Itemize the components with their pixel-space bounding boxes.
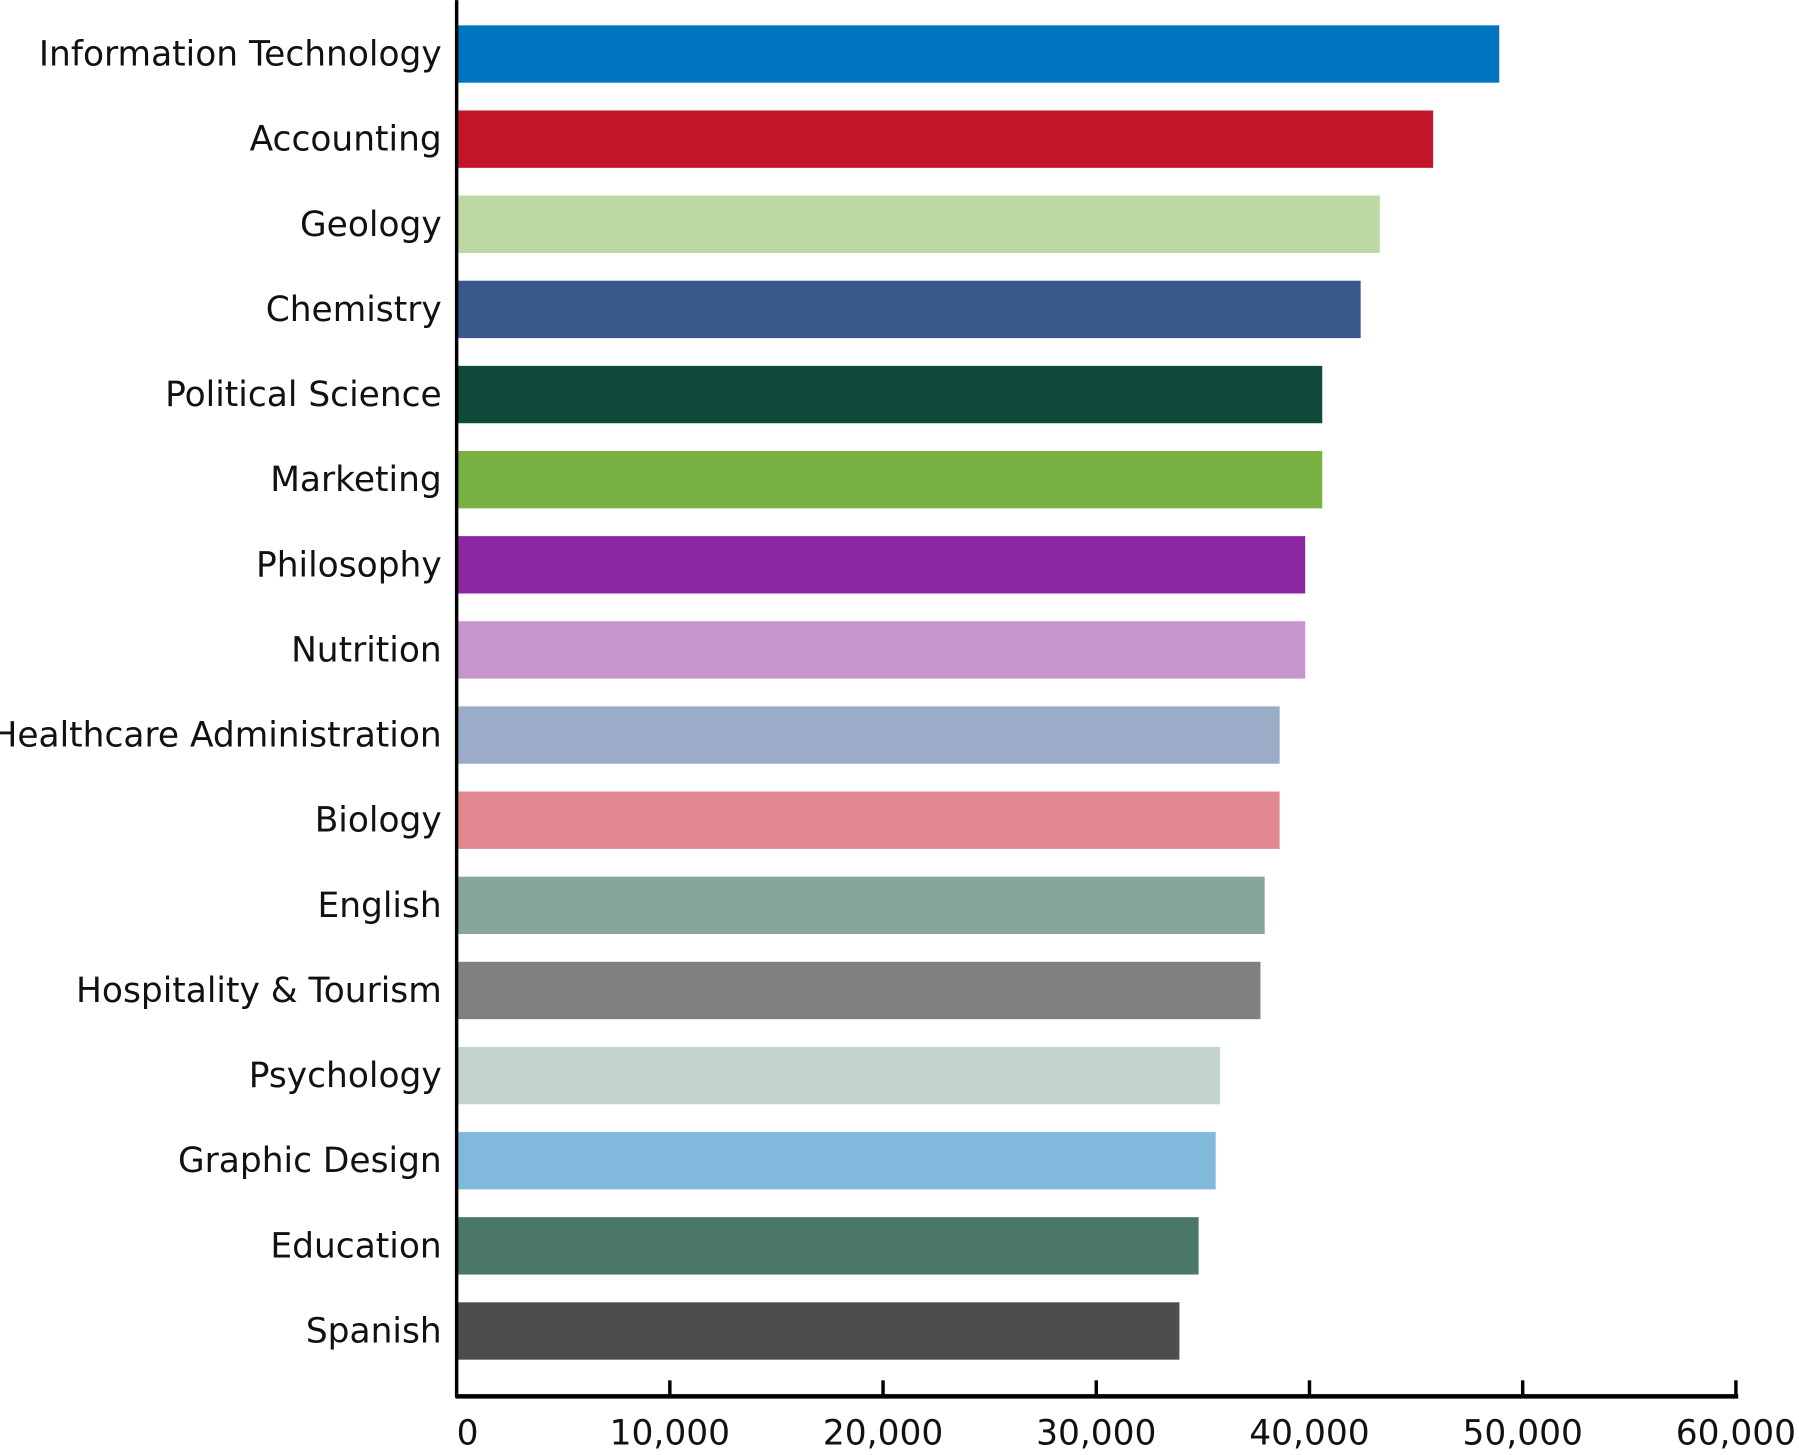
bar-spanish — [456, 1302, 1180, 1360]
bar-biology — [456, 791, 1280, 849]
bar-education — [456, 1217, 1199, 1275]
category-label: Philosophy — [256, 545, 442, 585]
x-tick-label: 30,000 — [1036, 1414, 1156, 1454]
bar-english — [456, 876, 1265, 935]
x-axis-ticks: 0 10,000 20,000 30,000 40,000 50,000 60,000 — [457, 1380, 1796, 1454]
bar-political-science — [456, 365, 1323, 424]
category-label: Education — [270, 1226, 441, 1266]
bar-chemistry — [456, 280, 1361, 339]
category-label: Psychology — [249, 1056, 442, 1096]
category-label: Hospitality & Tourism — [76, 971, 442, 1011]
x-tick-label: 60,000 — [1676, 1414, 1796, 1454]
bar-hospitality-tourism — [456, 961, 1261, 1020]
bar-information-technology — [456, 25, 1500, 83]
category-label: Chemistry — [266, 290, 442, 330]
category-label: Political Science — [165, 375, 442, 415]
category-label: Marketing — [270, 460, 441, 500]
x-tick-label: 40,000 — [1249, 1414, 1369, 1454]
bar-nutrition — [456, 621, 1306, 679]
x-tick-label: 10,000 — [610, 1414, 730, 1454]
x-tick-label: 20,000 — [823, 1414, 943, 1454]
category-label: Nutrition — [291, 630, 442, 670]
category-label: Spanish — [306, 1311, 442, 1351]
bar-philosophy — [456, 536, 1306, 594]
category-labels: Information Technology Accounting Geology C… — [0, 34, 442, 1351]
bars — [456, 25, 1500, 1360]
bar-accounting — [456, 110, 1434, 168]
x-tick-label: 50,000 — [1462, 1414, 1582, 1454]
category-label: Geology — [300, 205, 442, 245]
category-label: Biology — [315, 801, 442, 841]
x-tick-label: 0 — [457, 1414, 479, 1454]
bar-geology — [456, 195, 1380, 253]
bar-psychology — [456, 1046, 1220, 1105]
category-label: Graphic Design — [178, 1141, 442, 1181]
bar-graphic-design — [456, 1132, 1216, 1190]
category-label: English — [317, 886, 441, 926]
category-label: Accounting — [250, 120, 442, 160]
bar-marketing — [456, 450, 1323, 509]
category-label: Information Technology — [39, 34, 442, 74]
bar-healthcare-administration — [456, 706, 1280, 764]
category-label: Healthcare Administration — [0, 716, 442, 756]
